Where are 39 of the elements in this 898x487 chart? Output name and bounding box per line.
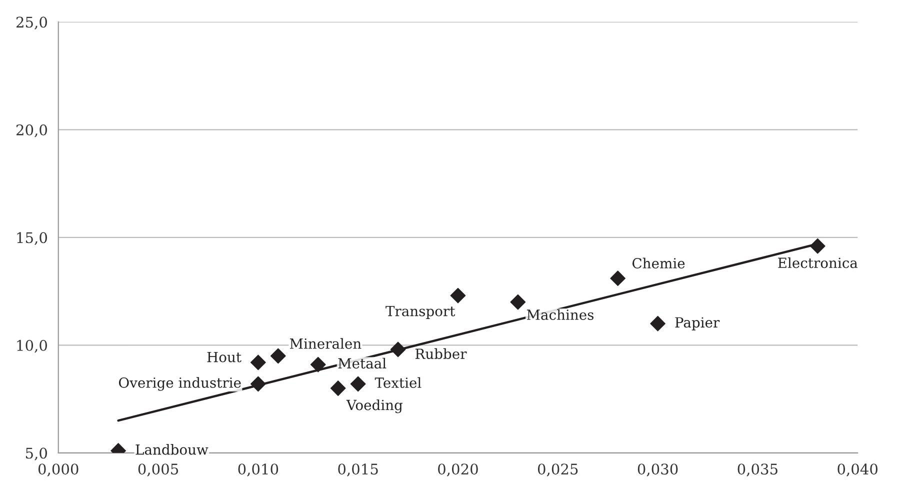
x-tick-label: 0,000: [38, 464, 78, 476]
x-tick-label: 0,010: [238, 464, 278, 476]
annotation: Papier: [675, 317, 720, 330]
point: [810, 238, 826, 254]
y-tick-label: 10,0: [17, 340, 47, 353]
y-tick-label: 15,0: [17, 232, 47, 245]
point: [250, 354, 266, 370]
annotation: Textiel: [374, 377, 422, 388]
y-tick-label: 5,0: [26, 448, 47, 460]
x-tick-label: 0,020: [438, 464, 478, 476]
annotation: Mineralen: [290, 338, 362, 349]
point: [450, 288, 466, 304]
annotation: Overige industrie: [118, 377, 241, 391]
annotation: Voeding: [346, 399, 403, 414]
annotation: Hout: [207, 352, 242, 362]
x-tick-label: 0,005: [138, 464, 178, 476]
y-tick-label: 20,0: [16, 124, 47, 138]
annotation: Transport: [386, 306, 456, 319]
point: [310, 356, 326, 372]
x-tick-label: 0,015: [338, 464, 378, 476]
x-tick-label: 0,040: [838, 464, 878, 476]
point: [650, 316, 666, 332]
annotation: Metaal: [338, 358, 386, 369]
point: [330, 380, 346, 396]
point: [350, 376, 366, 392]
x-tick-label: 0,025: [538, 464, 578, 476]
point: [610, 270, 626, 286]
annotation: Electronica: [778, 257, 858, 268]
point: [250, 376, 266, 392]
annotation: Rubber: [415, 348, 467, 360]
x-tick-label: 0,030: [638, 464, 678, 476]
x-tick-label: 0,035: [738, 464, 778, 476]
annotation: Machines: [526, 309, 594, 320]
annotation: Chemie: [632, 258, 685, 268]
point: [270, 348, 286, 364]
point: [390, 342, 406, 358]
point: [510, 294, 526, 310]
annotation: Landbouw: [136, 444, 208, 455]
y-tick-label: 25,0: [16, 16, 47, 30]
